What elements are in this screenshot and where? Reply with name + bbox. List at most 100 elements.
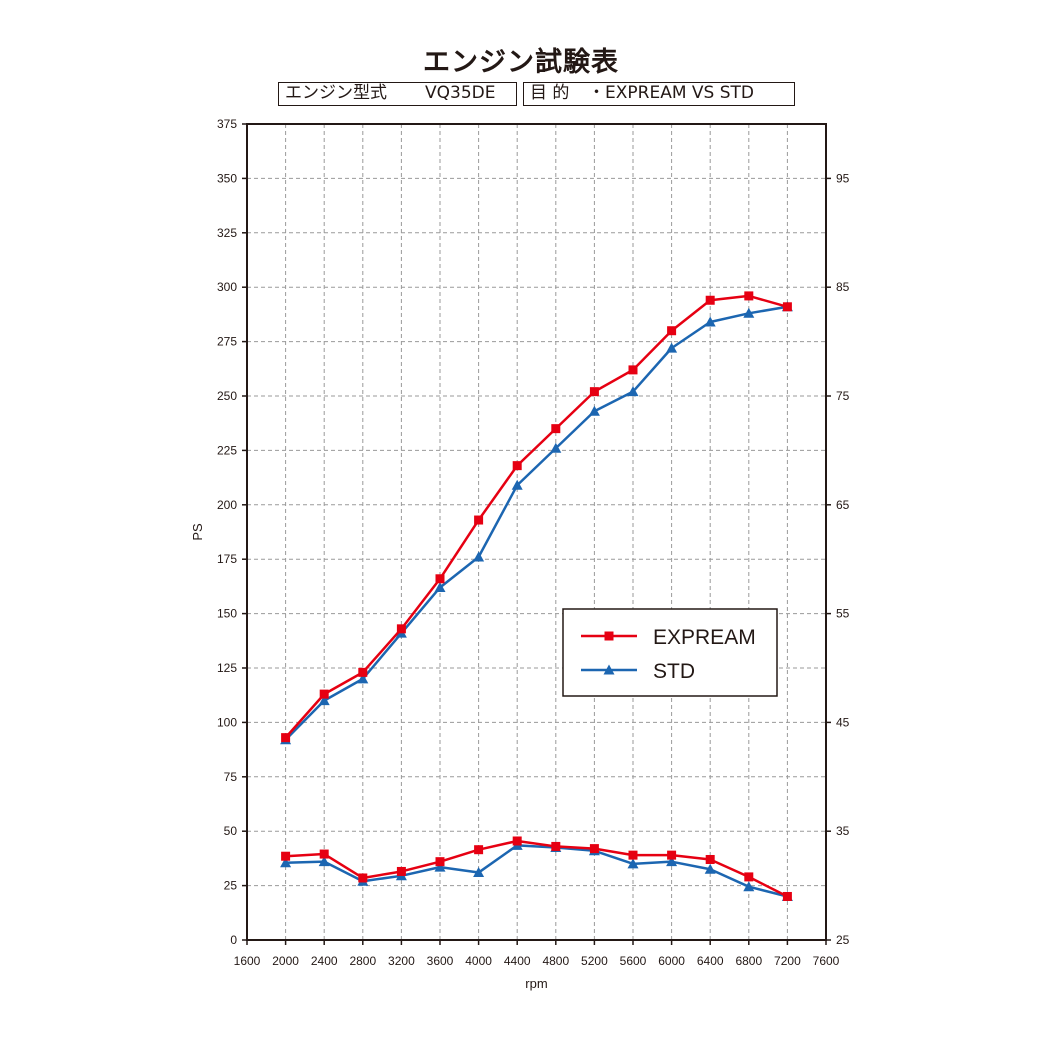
y2-tick-label: 95 <box>836 171 850 185</box>
torque-expream-point <box>512 836 522 846</box>
y-tick-label: 250 <box>217 389 237 403</box>
y2-tick-label: 75 <box>836 389 850 403</box>
torque-expream-point <box>667 850 677 860</box>
x-tick-label: 4000 <box>465 954 492 968</box>
power-expream-point <box>705 295 715 305</box>
chart-title: エンジン試験表 <box>423 47 619 78</box>
power-std-point <box>357 673 369 684</box>
power-expream-point <box>396 624 406 634</box>
engine-model-value: VQ35DE <box>425 83 496 103</box>
y-tick-label: 350 <box>217 171 237 185</box>
x-tick-label: 4800 <box>542 954 569 968</box>
y-tick-label: 25 <box>224 879 238 893</box>
power-std-line <box>284 305 788 741</box>
torque-expream-point <box>782 891 792 901</box>
torque-std-point <box>318 856 330 867</box>
legend-label-std: STD <box>653 660 695 683</box>
plot-frame <box>246 123 827 941</box>
torque-expream-series <box>281 836 792 901</box>
power-expream-point <box>782 302 792 312</box>
y-tick-label: 150 <box>217 607 237 621</box>
torque-expream-point <box>319 849 329 859</box>
torque-std-point <box>434 861 446 872</box>
power-expream-point <box>474 515 484 525</box>
y2-tick-label: 25 <box>836 933 850 947</box>
x-tick-label: 2400 <box>311 954 338 968</box>
torque-expream-point <box>744 872 754 882</box>
torque-expream-point <box>474 845 484 855</box>
power-std-point <box>434 581 446 592</box>
power-std-point <box>511 479 523 490</box>
torque-std-point <box>473 867 485 878</box>
torque-expream-point <box>705 854 715 864</box>
torque-std-point <box>743 881 755 892</box>
power-std-point <box>318 695 330 706</box>
x-tick-label: 6800 <box>735 954 762 968</box>
power-expream-series <box>281 291 792 743</box>
power-expream-point <box>319 689 329 699</box>
power-expream-point <box>358 667 368 677</box>
power-expream-point <box>281 733 291 743</box>
x-tick-label: 2800 <box>349 954 376 968</box>
torque-expream-point <box>551 841 561 851</box>
legend-box <box>562 608 778 697</box>
y-tick-label: 0 <box>230 933 237 947</box>
y2-tick-label: 65 <box>836 498 850 512</box>
x-tick-label: 3200 <box>388 954 415 968</box>
y-tick-label: 225 <box>217 443 237 457</box>
torque-expream-point <box>628 850 638 860</box>
y-axis-label: PS <box>190 523 205 541</box>
x-tick-label: 3600 <box>427 954 454 968</box>
purpose-value: ・EXPREAM VS STD <box>588 83 754 103</box>
power-expream-point <box>628 365 638 375</box>
torque-std-line <box>285 844 788 898</box>
power-expream-point <box>667 326 677 336</box>
torque-std-point <box>280 857 292 868</box>
y2-tick-label: 35 <box>836 824 850 838</box>
legend-label-expream: EXPREAM <box>653 626 756 649</box>
x-axis-label: rpm <box>525 976 547 991</box>
power-std-point <box>666 342 678 353</box>
x-tick-label: 6400 <box>697 954 724 968</box>
power-std-point <box>588 405 600 416</box>
legend: EXPREAM STD <box>562 608 778 697</box>
torque-expream-point <box>358 873 368 883</box>
y-tick-label: 325 <box>217 226 237 240</box>
purpose-box: 目 的・EXPREAM VS STD <box>523 82 795 106</box>
y-tick-label: 50 <box>224 824 238 838</box>
power-std-point <box>473 551 485 562</box>
torque-expream-point <box>281 851 291 861</box>
purpose-label: 目 的 <box>530 83 570 103</box>
legend-std-point <box>603 664 615 675</box>
legend-expream-point <box>604 631 614 641</box>
power-expream-point <box>512 461 522 471</box>
y2-tick-label: 85 <box>836 280 850 294</box>
y-tick-label: 125 <box>217 661 237 675</box>
y-tick-label: 75 <box>224 770 238 784</box>
torque-std-point <box>704 863 716 874</box>
engine-model-label: エンジン型式 <box>285 83 387 103</box>
y-tick-label: 175 <box>217 552 237 566</box>
x-tick-label: 2000 <box>272 954 299 968</box>
engine-model-box: エンジン型式 VQ35DE <box>278 82 517 106</box>
power-std-point <box>704 316 716 327</box>
x-tick-label: 6000 <box>658 954 685 968</box>
x-tick-label: 7200 <box>774 954 801 968</box>
x-tick-label: 5600 <box>620 954 647 968</box>
power-expream-point <box>589 387 599 397</box>
torque-std-point <box>666 856 678 867</box>
torque-expream-line <box>285 839 788 898</box>
power-expream-point <box>744 291 754 301</box>
power-expream-point <box>551 424 561 434</box>
x-tick-label: 4400 <box>504 954 531 968</box>
torque-expream-point <box>396 866 406 876</box>
power-std-point <box>627 386 639 397</box>
x-tick-label: 1600 <box>234 954 261 968</box>
torque-expream-point <box>435 857 445 867</box>
power-expream-point <box>435 574 445 584</box>
power-std-point <box>550 442 562 453</box>
y2-tick-label: 45 <box>836 715 850 729</box>
power-std-point <box>743 307 755 318</box>
torque-expream-point <box>589 844 599 854</box>
